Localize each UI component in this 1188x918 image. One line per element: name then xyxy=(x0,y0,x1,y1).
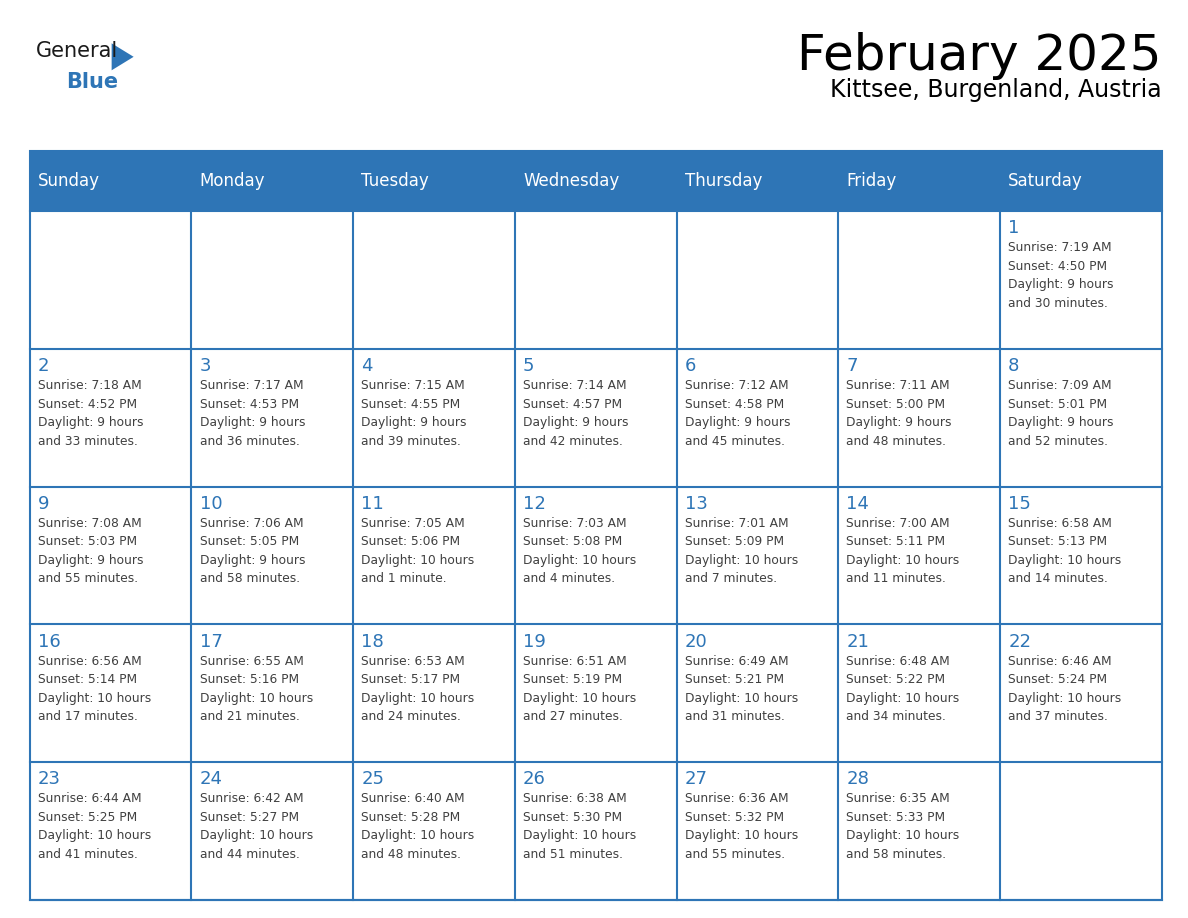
Bar xyxy=(30,151,191,211)
Text: Sunrise: 6:36 AM
Sunset: 5:32 PM
Daylight: 10 hours
and 55 minutes.: Sunrise: 6:36 AM Sunset: 5:32 PM Dayligh… xyxy=(684,792,798,861)
Text: Sunrise: 7:03 AM
Sunset: 5:08 PM
Daylight: 10 hours
and 4 minutes.: Sunrise: 7:03 AM Sunset: 5:08 PM Dayligh… xyxy=(523,517,637,586)
Text: 13: 13 xyxy=(684,495,708,513)
Text: Blue: Blue xyxy=(65,73,118,93)
Bar xyxy=(191,151,353,211)
Text: 1: 1 xyxy=(1009,219,1019,238)
Text: Sunrise: 7:05 AM
Sunset: 5:06 PM
Daylight: 10 hours
and 1 minute.: Sunrise: 7:05 AM Sunset: 5:06 PM Dayligh… xyxy=(361,517,474,586)
Text: 5: 5 xyxy=(523,357,535,375)
Text: 22: 22 xyxy=(1009,633,1031,651)
Text: 27: 27 xyxy=(684,770,708,789)
Text: Sunrise: 6:49 AM
Sunset: 5:21 PM
Daylight: 10 hours
and 31 minutes.: Sunrise: 6:49 AM Sunset: 5:21 PM Dayligh… xyxy=(684,655,798,723)
Text: Sunrise: 6:48 AM
Sunset: 5:22 PM
Daylight: 10 hours
and 34 minutes.: Sunrise: 6:48 AM Sunset: 5:22 PM Dayligh… xyxy=(847,655,960,723)
Text: 19: 19 xyxy=(523,633,545,651)
Text: February 2025: February 2025 xyxy=(797,32,1162,80)
Text: Sunrise: 7:06 AM
Sunset: 5:05 PM
Daylight: 9 hours
and 58 minutes.: Sunrise: 7:06 AM Sunset: 5:05 PM Dayligh… xyxy=(200,517,305,586)
Text: 16: 16 xyxy=(38,633,61,651)
Text: Wednesday: Wednesday xyxy=(523,173,619,190)
Text: 12: 12 xyxy=(523,495,545,513)
Bar xyxy=(514,151,677,211)
Text: Monday: Monday xyxy=(200,173,265,190)
Text: Kittsee, Burgenland, Austria: Kittsee, Burgenland, Austria xyxy=(830,78,1162,102)
Text: Sunrise: 7:18 AM
Sunset: 4:52 PM
Daylight: 9 hours
and 33 minutes.: Sunrise: 7:18 AM Sunset: 4:52 PM Dayligh… xyxy=(38,379,144,448)
Text: Sunrise: 6:58 AM
Sunset: 5:13 PM
Daylight: 10 hours
and 14 minutes.: Sunrise: 6:58 AM Sunset: 5:13 PM Dayligh… xyxy=(1009,517,1121,586)
Text: 25: 25 xyxy=(361,770,384,789)
Text: 20: 20 xyxy=(684,633,708,651)
Text: Sunrise: 6:42 AM
Sunset: 5:27 PM
Daylight: 10 hours
and 44 minutes.: Sunrise: 6:42 AM Sunset: 5:27 PM Dayligh… xyxy=(200,792,312,861)
Text: 7: 7 xyxy=(847,357,858,375)
Text: Sunrise: 7:00 AM
Sunset: 5:11 PM
Daylight: 10 hours
and 11 minutes.: Sunrise: 7:00 AM Sunset: 5:11 PM Dayligh… xyxy=(847,517,960,586)
Text: Sunrise: 6:44 AM
Sunset: 5:25 PM
Daylight: 10 hours
and 41 minutes.: Sunrise: 6:44 AM Sunset: 5:25 PM Dayligh… xyxy=(38,792,151,861)
Text: Thursday: Thursday xyxy=(684,173,763,190)
Text: 3: 3 xyxy=(200,357,211,375)
Text: 2: 2 xyxy=(38,357,49,375)
Text: Saturday: Saturday xyxy=(1009,173,1083,190)
Text: Sunrise: 6:51 AM
Sunset: 5:19 PM
Daylight: 10 hours
and 27 minutes.: Sunrise: 6:51 AM Sunset: 5:19 PM Dayligh… xyxy=(523,655,637,723)
Text: Sunrise: 6:40 AM
Sunset: 5:28 PM
Daylight: 10 hours
and 48 minutes.: Sunrise: 6:40 AM Sunset: 5:28 PM Dayligh… xyxy=(361,792,474,861)
Text: 18: 18 xyxy=(361,633,384,651)
Text: 8: 8 xyxy=(1009,357,1019,375)
Text: Sunrise: 6:56 AM
Sunset: 5:14 PM
Daylight: 10 hours
and 17 minutes.: Sunrise: 6:56 AM Sunset: 5:14 PM Dayligh… xyxy=(38,655,151,723)
Bar xyxy=(677,151,839,211)
Text: 10: 10 xyxy=(200,495,222,513)
Text: 14: 14 xyxy=(847,495,870,513)
Text: Sunrise: 6:53 AM
Sunset: 5:17 PM
Daylight: 10 hours
and 24 minutes.: Sunrise: 6:53 AM Sunset: 5:17 PM Dayligh… xyxy=(361,655,474,723)
Text: Sunrise: 7:19 AM
Sunset: 4:50 PM
Daylight: 9 hours
and 30 minutes.: Sunrise: 7:19 AM Sunset: 4:50 PM Dayligh… xyxy=(1009,241,1113,310)
Text: 26: 26 xyxy=(523,770,545,789)
Text: Sunrise: 7:12 AM
Sunset: 4:58 PM
Daylight: 9 hours
and 45 minutes.: Sunrise: 7:12 AM Sunset: 4:58 PM Dayligh… xyxy=(684,379,790,448)
Text: Sunrise: 7:01 AM
Sunset: 5:09 PM
Daylight: 10 hours
and 7 minutes.: Sunrise: 7:01 AM Sunset: 5:09 PM Dayligh… xyxy=(684,517,798,586)
Text: Sunrise: 6:55 AM
Sunset: 5:16 PM
Daylight: 10 hours
and 21 minutes.: Sunrise: 6:55 AM Sunset: 5:16 PM Dayligh… xyxy=(200,655,312,723)
Text: 23: 23 xyxy=(38,770,61,789)
Bar xyxy=(353,151,514,211)
Text: 17: 17 xyxy=(200,633,222,651)
Text: 28: 28 xyxy=(847,770,870,789)
Text: Sunrise: 6:46 AM
Sunset: 5:24 PM
Daylight: 10 hours
and 37 minutes.: Sunrise: 6:46 AM Sunset: 5:24 PM Dayligh… xyxy=(1009,655,1121,723)
Text: Sunrise: 7:11 AM
Sunset: 5:00 PM
Daylight: 9 hours
and 48 minutes.: Sunrise: 7:11 AM Sunset: 5:00 PM Dayligh… xyxy=(847,379,952,448)
Text: Sunrise: 7:09 AM
Sunset: 5:01 PM
Daylight: 9 hours
and 52 minutes.: Sunrise: 7:09 AM Sunset: 5:01 PM Dayligh… xyxy=(1009,379,1113,448)
Bar xyxy=(30,151,1162,900)
Text: Friday: Friday xyxy=(847,173,897,190)
Polygon shape xyxy=(112,43,133,71)
Text: Tuesday: Tuesday xyxy=(361,173,429,190)
Bar xyxy=(839,151,1000,211)
Text: Sunrise: 7:15 AM
Sunset: 4:55 PM
Daylight: 9 hours
and 39 minutes.: Sunrise: 7:15 AM Sunset: 4:55 PM Dayligh… xyxy=(361,379,467,448)
Text: Sunrise: 6:35 AM
Sunset: 5:33 PM
Daylight: 10 hours
and 58 minutes.: Sunrise: 6:35 AM Sunset: 5:33 PM Dayligh… xyxy=(847,792,960,861)
Text: Sunrise: 7:08 AM
Sunset: 5:03 PM
Daylight: 9 hours
and 55 minutes.: Sunrise: 7:08 AM Sunset: 5:03 PM Dayligh… xyxy=(38,517,144,586)
Text: Sunrise: 7:17 AM
Sunset: 4:53 PM
Daylight: 9 hours
and 36 minutes.: Sunrise: 7:17 AM Sunset: 4:53 PM Dayligh… xyxy=(200,379,305,448)
Text: 21: 21 xyxy=(847,633,870,651)
Text: 6: 6 xyxy=(684,357,696,375)
Bar xyxy=(1000,151,1162,211)
Text: Sunrise: 7:14 AM
Sunset: 4:57 PM
Daylight: 9 hours
and 42 minutes.: Sunrise: 7:14 AM Sunset: 4:57 PM Dayligh… xyxy=(523,379,628,448)
Text: 11: 11 xyxy=(361,495,384,513)
Text: 24: 24 xyxy=(200,770,222,789)
Text: 15: 15 xyxy=(1009,495,1031,513)
Text: 4: 4 xyxy=(361,357,373,375)
Text: Sunday: Sunday xyxy=(38,173,100,190)
Text: General: General xyxy=(36,41,118,62)
Text: 9: 9 xyxy=(38,495,49,513)
Text: Sunrise: 6:38 AM
Sunset: 5:30 PM
Daylight: 10 hours
and 51 minutes.: Sunrise: 6:38 AM Sunset: 5:30 PM Dayligh… xyxy=(523,792,637,861)
